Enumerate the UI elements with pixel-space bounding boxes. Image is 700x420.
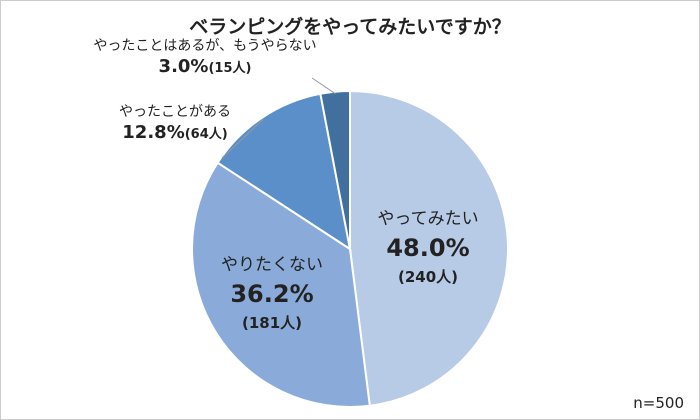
- slice-count: (240人): [398, 268, 458, 286]
- slice-count: (181人): [242, 314, 302, 332]
- slice-label-3: やったことがある 12.8%(64人): [119, 104, 231, 143]
- slice-label-4: やったことはあるが、もうやらない 3.0%(15人): [93, 38, 316, 77]
- leader-line-3: [221, 119, 264, 159]
- slice-percent: 36.2%: [230, 280, 313, 308]
- slice-name: やったことがある: [119, 104, 231, 120]
- slice-percent: 48.0%: [386, 234, 469, 262]
- sample-size-note: n=500: [633, 394, 684, 412]
- slice-name: やってみたい: [377, 209, 478, 229]
- pie-slice-1: [349, 89, 509, 407]
- slice-name: やりたくない: [221, 255, 323, 275]
- slice-label-2: やりたくない 36.2% (181人): [221, 255, 323, 332]
- pie-slice-4: [319, 89, 351, 250]
- slice-label-1: やってみたい 48.0% (240人): [377, 209, 478, 286]
- slice-value: 3.0%(15人): [159, 56, 252, 77]
- leader-line-4: [311, 77, 336, 95]
- chart-title: ベランピングをやってみたいですか？: [189, 16, 511, 38]
- pie-slice-2: [191, 161, 371, 408]
- slice-name: やったことはあるが、もうやらない: [93, 38, 316, 54]
- pie-slice-3: [216, 92, 352, 252]
- slice-value: 12.8%(64人): [122, 122, 227, 143]
